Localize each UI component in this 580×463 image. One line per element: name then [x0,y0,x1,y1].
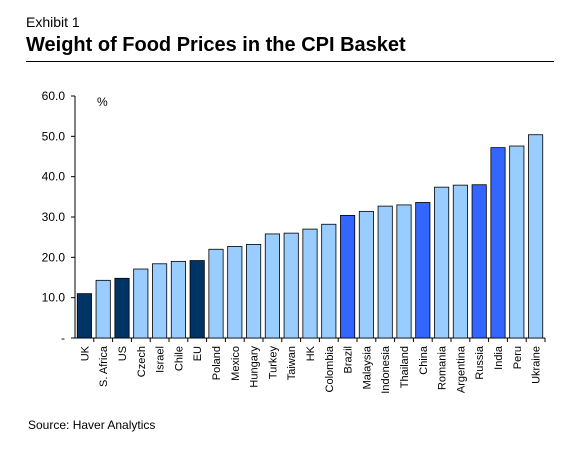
x-tick-label: Argentina [455,345,467,393]
x-tick-label: EU [192,346,204,361]
x-tick-label: Poland [211,346,223,380]
x-tick-label: Russia [474,345,486,380]
x-tick-label: Chile [173,346,185,371]
x-tick-label: UK [79,345,91,361]
x-tick-label: Israel [155,346,167,373]
x-tick-label: Malaysia [361,345,373,389]
bar-uk [76,293,92,339]
bar-thailand [396,204,412,339]
title-divider [26,61,554,62]
x-tick-label: Brazil [343,346,355,374]
bar-china [415,202,431,339]
bar-indonesia [377,205,393,339]
x-tick-label: Colombia [324,345,336,392]
bar-czech [133,268,149,339]
y-tick-label: 60.0 [42,89,66,103]
x-tick-label: US [117,346,129,361]
bar-mexico [227,246,243,339]
bar-taiwan [283,232,299,339]
x-tick-label: HK [305,345,317,361]
bar-india [490,147,506,339]
bar-us [114,277,130,339]
x-tick-label: Peru [512,346,524,369]
bar-malaysia [358,210,374,339]
bar-peru [509,145,525,339]
x-tick-label: Taiwan [286,346,298,380]
bar-eu [189,260,205,339]
unit-label: % [97,95,108,109]
x-tick-label: Turkey [267,346,279,380]
bar-romania [434,186,450,339]
bar-argentina [452,184,468,339]
x-tick-label: Mexico [230,346,242,381]
y-tick-label: 20.0 [42,250,66,264]
chart-title: Weight of Food Prices in the CPI Basket [26,34,406,56]
exhibit-label: Exhibit 1 [26,14,80,30]
bar-israel [152,263,168,339]
y-tick-label: 40.0 [42,170,66,184]
y-tick-label: 50.0 [42,129,66,143]
x-tick-label: Ukraine [531,346,543,384]
bar-hungary [246,244,262,339]
x-tick-label: Czech [136,346,148,377]
bar-brazil [340,214,356,339]
bar-colombia [321,223,337,339]
bar-russia [471,184,487,339]
bar-hk [302,228,318,339]
bar-chile [170,260,186,339]
x-tick-label: Romania [437,345,449,390]
bar-s-africa [95,279,111,339]
y-tick-label: 10.0 [42,291,66,305]
x-tick-label: Thailand [399,346,411,388]
x-tick-label: India [493,345,505,370]
x-tick-label: Hungary [249,346,261,388]
x-tick-label: Indonesia [380,345,392,394]
x-tick-label: China [418,345,430,375]
bar-poland [208,248,224,339]
bar-turkey [264,233,280,339]
x-tick-label: S. Africa [98,345,110,387]
source-note: Source: Haver Analytics [28,418,156,432]
y-tick-label: 30.0 [42,210,66,224]
bar-ukraine [528,134,544,339]
y-tick-label: - [61,331,65,345]
